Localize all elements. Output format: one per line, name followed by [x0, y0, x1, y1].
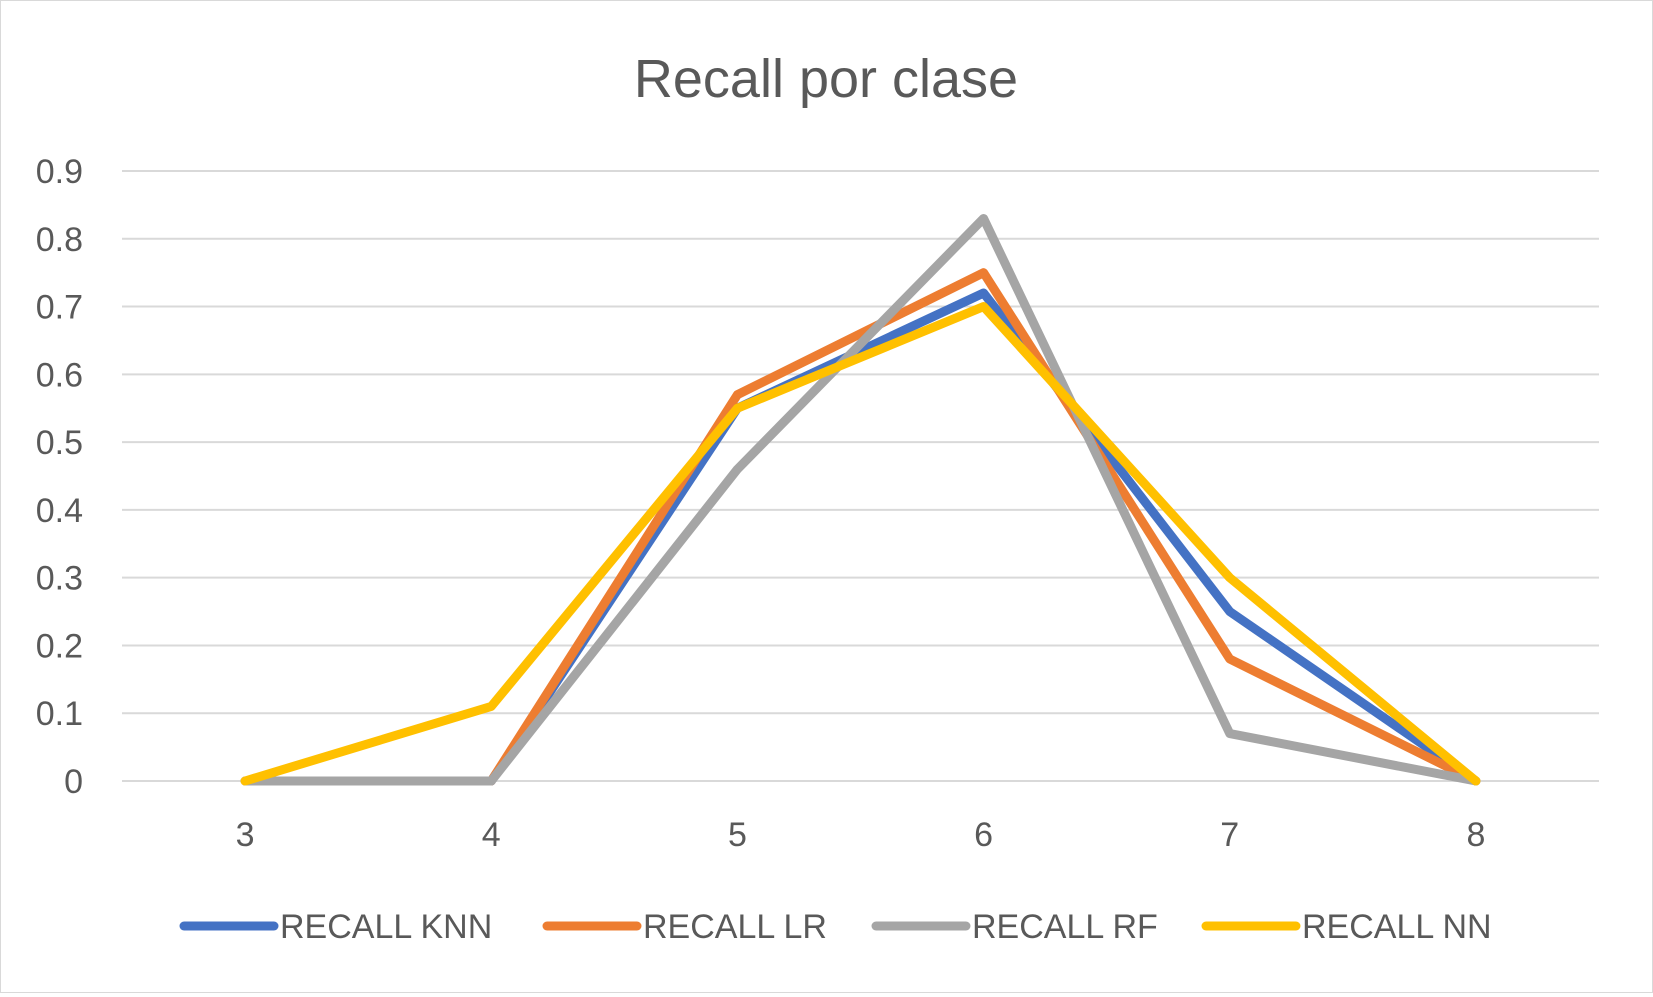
legend-label: RECALL LR	[643, 908, 827, 946]
y-tick-label: 0.6	[36, 356, 83, 394]
y-tick-label: 0.2	[36, 627, 83, 665]
y-tick-label: 0.9	[36, 153, 83, 191]
legend-label: RECALL RF	[972, 908, 1158, 946]
y-tick-label: 0.5	[36, 424, 83, 462]
legend-label: RECALL NN	[1302, 908, 1492, 946]
x-tick-label: 4	[482, 816, 501, 854]
y-tick-label: 0.8	[36, 221, 83, 259]
y-tick-label: 0.4	[36, 492, 83, 530]
x-tick-label: 7	[1220, 816, 1239, 854]
x-axis-ticks: 3 4 5 6 7 8	[236, 816, 1486, 854]
series-lines	[240, 213, 1481, 786]
y-tick-label: 0.7	[36, 289, 83, 327]
x-tick-label: 6	[974, 816, 993, 854]
series-line-recall-rf	[240, 213, 1481, 786]
legend: RECALL KNN RECALL LR RECALL RF RECALL NN	[179, 908, 1492, 946]
series-line-recall-knn	[240, 288, 1481, 786]
legend-label: RECALL KNN	[280, 908, 492, 946]
y-axis-ticks: 0 0.1 0.2 0.3 0.4 0.5 0.6 0.7 0.8 0.9	[36, 153, 83, 801]
gridlines	[122, 170, 1599, 782]
series-line-recall-nn	[240, 302, 1481, 786]
y-tick-label: 0.3	[36, 560, 83, 598]
y-tick-label: 0.1	[36, 695, 83, 733]
x-tick-label: 8	[1466, 816, 1485, 854]
x-tick-label: 3	[236, 816, 255, 854]
y-tick-label: 0	[64, 763, 83, 801]
x-tick-label: 5	[728, 816, 747, 854]
chart-title: Recall por clase	[634, 49, 1018, 109]
